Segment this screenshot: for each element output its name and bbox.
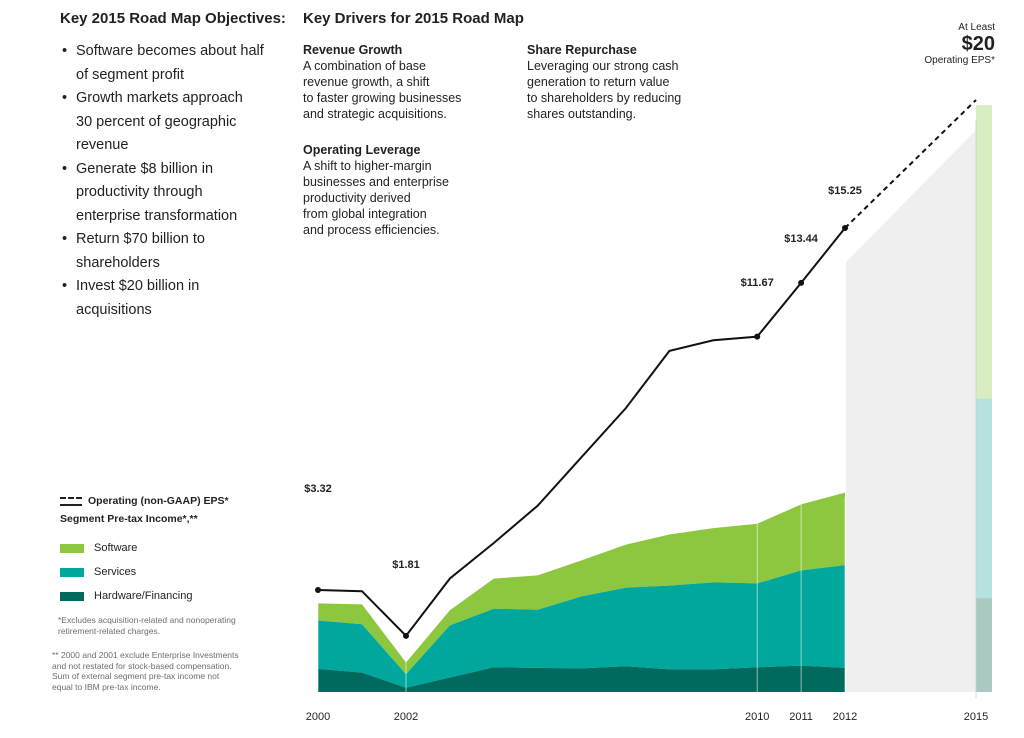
legend-item-hardware: Hardware/Financing [60,588,280,604]
driver-title: Operating Leverage [303,143,421,157]
software-swatch [60,543,84,553]
eps-point [315,587,321,593]
target-eps-label: At Least $20 Operating EPS* [900,22,995,66]
target-value: $20 [961,33,995,55]
eps-data-label: $13.44 [784,233,819,245]
objective-item: Return $70 billion to shareholders [60,228,226,275]
x-tick-label: 2002 [394,711,418,723]
objective-item: Software becomes about half of segment p… [60,40,276,87]
drivers-title: Key Drivers for 2015 Road Map [303,10,524,27]
eps-projection-line [844,99,977,229]
driver-body: A shift to higher-margin businesses and … [303,159,449,237]
projection-bar-hardware-financing [976,598,992,692]
target-line2: Operating EPS* [924,55,995,66]
eps-data-label: $3.32 [304,483,332,495]
projection-area [846,130,976,692]
eps-point [842,225,848,231]
legend-eps-entry: Operating (non-GAAP) EPS* [60,492,280,510]
driver-operating-leverage: Operating Leverage A shift to higher-mar… [303,142,503,238]
legend-item-services: Services [60,564,280,580]
eps-data-label: $15.25 [828,185,862,197]
footnote-2: ** 2000 and 2001 exclude Enterprise Inve… [52,650,239,692]
legend-item-label: Services [94,566,137,578]
hardware-swatch [60,591,84,601]
driver-share-repurchase: Share Repurchase Leveraging our strong c… [527,42,727,122]
eps-data-label: $11.67 [741,277,774,289]
legend-item-label: Hardware/Financing [94,590,193,602]
services-swatch [60,567,84,577]
driver-title: Revenue Growth [303,43,403,57]
x-tick-label: 2000 [306,711,330,723]
eps-point [403,632,409,639]
x-tick-label: 2015 [964,711,988,723]
driver-body: Leveraging our strong cash generation to… [527,59,682,121]
target-line1: At Least [958,22,995,33]
objective-item: Generate $8 billion in productivity thro… [60,158,266,229]
x-tick-label: 2011 [789,711,813,723]
legend-item-software: Software [60,540,280,556]
driver-body: A combination of base revenue growth, a … [303,59,462,121]
projection-bar-software [976,105,992,399]
driver-title: Share Repurchase [527,43,637,57]
dashed-line-icon [60,496,82,506]
driver-revenue-growth: Revenue Growth A combination of base rev… [303,42,503,122]
legend-item-label: Software [94,542,138,554]
area-software [318,492,845,675]
objectives-title: Key 2015 Road Map Objectives: [60,10,286,27]
legend: Operating (non-GAAP) EPS* Segment Pre-ta… [60,492,280,604]
objective-item: Invest $20 billion in acquisitions [60,275,226,322]
x-tick-label: 2010 [745,711,769,723]
objectives-list: Software becomes about half of segment p… [60,40,290,322]
eps-data-label: $1.81 [392,559,420,571]
x-tick-label: 2012 [833,711,857,723]
legend-eps-label: Operating (non-GAAP) EPS* [88,495,229,507]
area-hardware-financing [318,665,845,692]
projection-bar-services [976,398,992,599]
area-services [318,565,845,688]
footnote-1: *Excludes acquisition-related and nonope… [58,615,236,636]
legend-segment-label: Segment Pre-tax Income*,** [60,513,198,525]
eps-point [798,279,805,286]
objective-item: Growth markets approach 30 percent of ge… [60,87,246,158]
eps-point [754,333,761,340]
